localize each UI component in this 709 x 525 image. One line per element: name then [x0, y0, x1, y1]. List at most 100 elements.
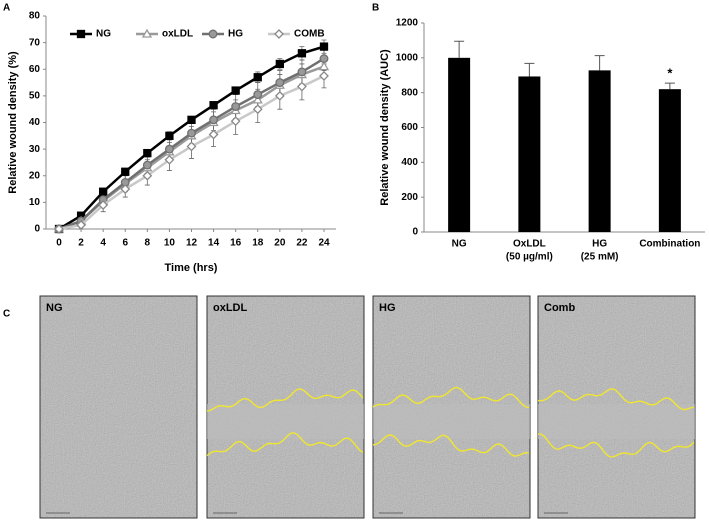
marker — [98, 200, 109, 210]
image-label: Comb — [544, 302, 575, 314]
micrograph — [40, 296, 197, 518]
marker — [231, 102, 241, 111]
x-tick-label: OxLDL — [513, 239, 546, 250]
legend-label: COMB — [294, 29, 325, 40]
x-tick-label: 16 — [230, 238, 242, 249]
x-tick-label: 4 — [100, 238, 106, 249]
y-tick-label: 80 — [29, 11, 41, 22]
wound-edge — [206, 388, 364, 412]
marker — [252, 94, 263, 104]
marker — [208, 129, 219, 140]
marker — [231, 86, 240, 95]
y-tick-label: 1200 — [396, 18, 419, 29]
marker — [274, 90, 285, 101]
marker — [120, 184, 131, 194]
bar — [658, 89, 681, 232]
marker — [143, 148, 152, 158]
legend-label: HG — [228, 29, 243, 40]
significance: * — [667, 66, 673, 81]
x-tick-label: 10 — [164, 238, 176, 249]
marker — [253, 73, 262, 82]
x-tick-label: 6 — [122, 238, 128, 249]
y-tick-label: 40 — [29, 117, 41, 128]
marker — [187, 128, 196, 138]
marker — [319, 70, 329, 81]
image-label: HG — [379, 302, 396, 314]
y-tick-label: 20 — [29, 170, 41, 181]
wound-edge — [206, 432, 364, 457]
image-label: NG — [46, 302, 63, 314]
bar — [518, 76, 541, 232]
x-tick-label: 20 — [274, 238, 286, 249]
y-axis-label: Relative wound density (%) — [7, 51, 19, 194]
marker — [296, 81, 307, 92]
marker — [275, 78, 285, 88]
wound-edge — [537, 388, 695, 411]
y-tick-label: 600 — [401, 122, 418, 133]
marker — [209, 115, 219, 125]
x-tick-label: NG — [452, 239, 467, 250]
legend-marker — [208, 29, 218, 39]
bar — [588, 70, 611, 232]
micrograph-frame — [39, 295, 198, 519]
wound-area — [207, 404, 364, 439]
legend-marker — [141, 28, 153, 38]
panel-label: A — [3, 3, 10, 14]
marker — [76, 220, 87, 230]
error-bar — [594, 55, 605, 71]
y-tick-label: 1000 — [396, 52, 419, 63]
bar — [448, 57, 471, 233]
marker — [209, 101, 218, 110]
x-tick-label: HG — [592, 239, 607, 250]
marker — [164, 144, 174, 154]
y-tick-label: 800 — [401, 87, 418, 98]
y-tick-label: 10 — [29, 197, 41, 208]
marker — [230, 116, 241, 127]
wound-area — [373, 404, 530, 439]
y-tick-label: 0 — [412, 227, 418, 238]
legend-marker — [274, 29, 284, 39]
wound-edge — [372, 386, 530, 409]
x-tick-label: 8 — [145, 238, 151, 249]
marker — [165, 131, 174, 140]
y-tick-label: 60 — [29, 64, 41, 75]
panel-label: B — [372, 3, 379, 14]
x-tick-label: 2 — [78, 238, 84, 249]
x-tick-label: 14 — [208, 238, 220, 249]
error-bar — [454, 40, 465, 58]
marker — [319, 42, 329, 51]
x-tick-label: 18 — [252, 238, 264, 249]
error-bar — [524, 62, 535, 77]
marker — [121, 167, 130, 176]
marker — [142, 170, 153, 181]
x-tick-label: (50 µg/ml) — [506, 252, 553, 263]
wound-edge — [372, 434, 530, 457]
error-bar — [664, 82, 675, 90]
x-tick-label: 24 — [318, 238, 330, 249]
legend-marker — [76, 29, 86, 39]
marker — [253, 90, 263, 99]
wound-area — [538, 404, 695, 439]
wound-edge — [537, 433, 695, 458]
y-tick-label: 0 — [34, 224, 40, 235]
marker — [142, 160, 152, 170]
marker — [187, 115, 196, 124]
marker — [297, 67, 307, 77]
y-tick-label: 50 — [29, 91, 41, 102]
y-tick-label: 200 — [401, 192, 418, 203]
x-tick-label: Combination — [639, 239, 700, 250]
x-axis-label: Time (hrs) — [165, 262, 218, 274]
y-axis-label: Relative wound density (AUC) — [379, 49, 391, 206]
panel-label: C — [3, 309, 10, 320]
x-tick-label: 12 — [186, 238, 198, 249]
x-tick-label: 22 — [296, 238, 308, 249]
marker — [164, 154, 175, 165]
marker — [319, 54, 329, 64]
marker — [252, 104, 263, 115]
marker — [318, 61, 330, 71]
marker — [99, 187, 108, 196]
y-tick-label: 400 — [401, 157, 418, 168]
legend-label: oxLDL — [162, 29, 193, 40]
x-tick-label: 0 — [56, 238, 62, 249]
